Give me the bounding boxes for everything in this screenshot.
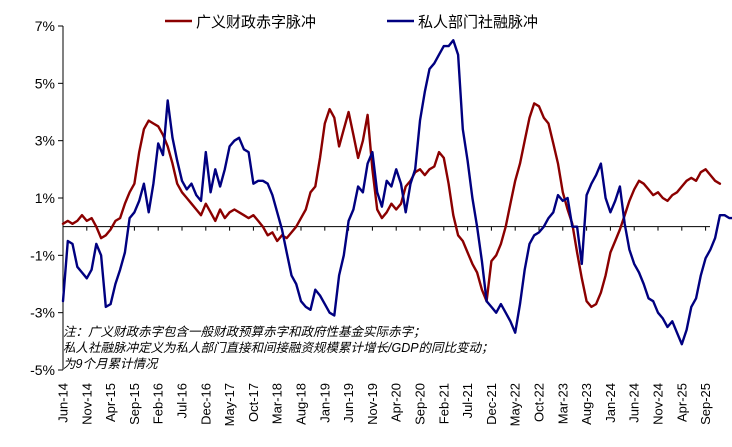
x-tick-label: Jan-19 xyxy=(317,383,332,423)
x-tick-label: Jul-16 xyxy=(175,383,190,418)
legend: 广义财政赤字脉冲 私人部门社融脉冲 xyxy=(165,14,538,31)
x-tick-label: Feb-21 xyxy=(436,383,451,424)
y-tick-label: -5% xyxy=(30,362,55,378)
series-line-fiscal xyxy=(61,102,722,309)
legend-label-private: 私人部门社融脉冲 xyxy=(418,14,538,31)
note-line: 为9个月累计情况 xyxy=(63,357,159,371)
x-tick-label: Oct-22 xyxy=(532,383,547,422)
x-tick-label: Jun-19 xyxy=(341,383,356,423)
x-tick-label: Aug-23 xyxy=(579,383,594,425)
x-tick-label: Nov-24 xyxy=(651,383,666,425)
x-tick-label: Apr-20 xyxy=(389,383,404,422)
x-tick-label: May-22 xyxy=(508,383,523,426)
y-tick-label: 5% xyxy=(35,75,55,91)
chart-note: 注：广义财政赤字包含一般财政预算赤字和政府性基金实际赤字； 私人社融脉冲定义为私… xyxy=(63,325,494,371)
x-tick-label: Mar-23 xyxy=(555,383,570,424)
x-tick-label: Nov-19 xyxy=(365,383,380,425)
y-tick-label: -1% xyxy=(30,247,55,263)
x-tick-label: Apr-25 xyxy=(674,383,689,422)
x-tick-label: May-17 xyxy=(222,383,237,426)
x-tick-label: Jul-21 xyxy=(460,383,475,418)
x-tick-label: Jun-24 xyxy=(627,383,642,423)
x-tick-label: Dec-16 xyxy=(198,383,213,425)
note-line: 私人社融脉冲定义为私人部门直接和间接融资规模累计增长/GDP的同比变动； xyxy=(63,341,494,355)
x-tick-label: Sep-15 xyxy=(127,383,142,425)
x-tick-label: Jan-24 xyxy=(603,383,618,423)
x-tick-label: Feb-16 xyxy=(151,383,166,424)
x-tick-label: Oct-17 xyxy=(246,383,261,422)
x-tick-label: Apr-15 xyxy=(103,383,118,422)
plot-lines xyxy=(61,39,732,346)
x-tick-label: Jun-14 xyxy=(56,383,71,423)
y-tick-label: 1% xyxy=(35,190,55,206)
y-tick-label: 3% xyxy=(35,133,55,149)
y-tick-label: 7% xyxy=(35,18,55,34)
x-tick-label: Sep-20 xyxy=(413,383,428,425)
x-tick-label: Aug-18 xyxy=(294,383,309,425)
series-line-private xyxy=(61,39,732,346)
x-tick-label: Nov-14 xyxy=(79,383,94,425)
y-axis: 7% 5% 3% 1% -1% -3% -5% xyxy=(30,18,64,378)
x-tick-label: Sep-25 xyxy=(698,383,713,425)
legend-label-fiscal: 广义财政赤字脉冲 xyxy=(196,14,316,31)
note-line: 注：广义财政赤字包含一般财政预算赤字和政府性基金实际赤字； xyxy=(63,325,426,339)
x-axis: Jun-14 Nov-14 Apr-15 Sep-15 Feb-16 Jul-16 Dec-… xyxy=(56,226,713,426)
x-tick-label: Dec-21 xyxy=(484,383,499,425)
x-tick-label: Mar-18 xyxy=(270,383,285,424)
y-tick-label: -3% xyxy=(30,305,55,321)
